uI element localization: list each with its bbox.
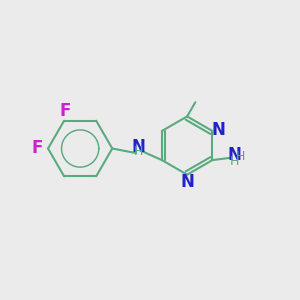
Text: N: N	[212, 121, 226, 139]
Text: F: F	[59, 102, 71, 120]
Text: H: H	[236, 150, 245, 163]
Text: F: F	[31, 139, 42, 157]
Text: N: N	[227, 146, 241, 164]
Text: N: N	[181, 173, 194, 191]
Text: N: N	[132, 138, 145, 156]
Text: H: H	[134, 145, 143, 158]
Text: H: H	[230, 155, 239, 168]
